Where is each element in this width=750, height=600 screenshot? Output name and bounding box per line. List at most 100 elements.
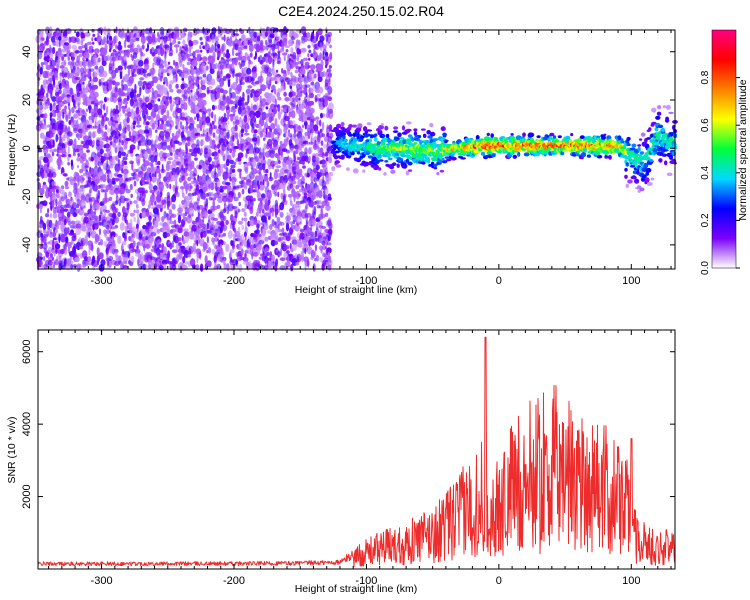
heatmap-cell xyxy=(108,236,114,244)
heatmap-cell xyxy=(243,238,247,247)
heatmap-cell xyxy=(199,251,202,260)
heatmap-cell xyxy=(283,183,286,189)
heatmap-cell xyxy=(171,249,178,254)
heatmap-cell xyxy=(208,166,212,174)
heatmap-cell xyxy=(233,145,239,150)
heatmap-cell xyxy=(61,185,65,190)
heatmap-cell xyxy=(240,234,245,243)
heatmap-cell xyxy=(51,180,57,187)
heatmap-cell xyxy=(129,212,135,217)
heatmap-cell xyxy=(54,223,60,230)
heatmap-cell xyxy=(172,143,175,150)
heatmap-cell xyxy=(313,73,317,79)
heatmap-cell xyxy=(255,40,260,45)
heatmap-cell xyxy=(291,110,296,119)
heatmap-cell xyxy=(204,255,208,264)
heatmap-cell xyxy=(275,165,282,169)
heatmap-cell xyxy=(159,47,165,57)
heatmap-cell xyxy=(199,57,203,61)
heatmap-cell xyxy=(182,39,186,46)
heatmap-cell xyxy=(402,163,408,169)
heatmap-cell xyxy=(196,123,201,129)
heatmap-cell xyxy=(405,128,412,132)
heatmap-cell xyxy=(44,153,46,157)
heatmap-cell xyxy=(129,147,134,154)
heatmap-cell xyxy=(223,52,226,58)
heatmap-cell xyxy=(104,209,111,214)
heatmap-cell xyxy=(113,216,120,224)
heatmap-cell xyxy=(226,263,230,272)
heatmap-cell xyxy=(88,115,93,121)
heatmap-cell xyxy=(253,251,259,257)
heatmap-cell xyxy=(223,163,227,170)
heatmap-cell xyxy=(81,224,87,232)
heatmap-cell xyxy=(219,188,224,193)
heatmap-cell xyxy=(49,213,53,219)
heatmap-cell xyxy=(204,202,208,211)
heatmap-cell xyxy=(292,183,295,189)
heatmap-cell xyxy=(295,262,299,266)
heatmap-cell xyxy=(79,169,83,174)
heatmap-cell xyxy=(131,73,137,77)
heatmap-cell xyxy=(89,68,95,72)
heatmap-cell xyxy=(130,122,135,132)
heatmap-cell xyxy=(157,108,160,115)
heatmap-cell xyxy=(97,260,100,266)
heatmap-cell xyxy=(54,259,59,266)
heatmap-cell xyxy=(231,243,235,250)
heatmap-cell xyxy=(327,96,332,102)
heatmap-cell xyxy=(135,252,140,257)
heatmap-cell xyxy=(227,79,231,88)
heatmap-cell xyxy=(201,138,205,146)
heatmap-cell xyxy=(152,76,159,84)
heatmap-cell xyxy=(326,242,332,246)
heatmap-cell xyxy=(221,153,227,158)
heatmap-cell xyxy=(256,164,259,169)
heatmap-cell xyxy=(91,243,94,252)
heatmap-cell xyxy=(45,251,50,258)
heatmap-cell xyxy=(136,212,139,220)
heatmap-cell xyxy=(98,252,104,260)
heatmap-cell xyxy=(214,135,219,141)
heatmap-cell xyxy=(60,233,66,243)
heatmap-cell xyxy=(51,152,55,157)
heatmap-cell xyxy=(397,132,402,138)
heatmap-cell xyxy=(79,263,82,270)
heatmap-cell xyxy=(84,31,91,37)
heatmap-cell xyxy=(129,236,134,243)
heatmap-cell xyxy=(125,137,131,142)
heatmap-cell xyxy=(309,146,313,154)
heatmap-cell xyxy=(79,246,83,250)
heatmap-cell xyxy=(192,95,198,101)
heatmap-cell xyxy=(51,171,57,178)
heatmap-cell xyxy=(173,59,176,66)
heatmap-cell xyxy=(321,263,325,271)
heatmap-cell xyxy=(94,208,97,214)
heatmap-cell xyxy=(125,153,129,158)
heatmap-cell xyxy=(301,161,305,166)
heatmap-cell xyxy=(320,140,324,146)
heatmap-cell xyxy=(168,52,173,57)
heatmap-cell xyxy=(108,196,113,201)
heatmap-cell xyxy=(212,151,219,157)
heatmap-cell xyxy=(133,180,137,187)
heatmap-cell xyxy=(57,117,62,121)
heatmap-cell xyxy=(299,221,302,225)
heatmap-cell xyxy=(159,75,163,82)
heatmap-cell xyxy=(294,223,300,232)
heatmap-cell xyxy=(201,99,207,106)
heatmap-cell xyxy=(200,133,207,137)
heatmap-cell xyxy=(162,104,168,110)
heatmap-cell xyxy=(129,98,134,107)
heatmap-cell xyxy=(225,73,231,79)
heatmap-cell xyxy=(195,127,201,135)
heatmap-cell xyxy=(219,64,225,70)
heatmap-cell xyxy=(305,232,311,237)
heatmap-cell xyxy=(92,260,99,268)
heatmap-cell xyxy=(186,215,192,224)
heatmap-cell xyxy=(143,160,150,167)
heatmap-cell xyxy=(193,153,197,158)
heatmap-cell xyxy=(209,68,215,75)
heatmap-cell xyxy=(328,78,331,86)
heatmap-cell xyxy=(200,41,204,46)
